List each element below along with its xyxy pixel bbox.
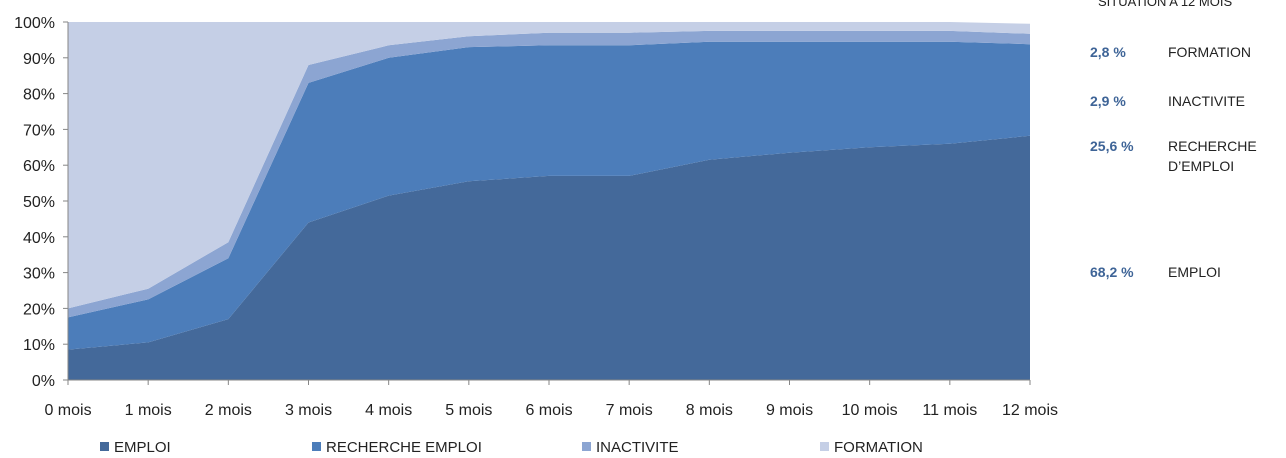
chart-legend: EMPLOI RECHERCHE EMPLOI INACTIVITE FORMATIO… (100, 439, 923, 456)
y-tick-label: 50% (23, 194, 55, 211)
legend-label: FORMATION (834, 439, 923, 456)
x-tick-label: 7 mois (606, 402, 653, 419)
situation-label: FORMATION (1168, 44, 1251, 60)
x-tick-label: 12 mois (1002, 402, 1058, 419)
situation-row-recherche: 25,6 % RECHERCHE D’EMPLOI (1090, 138, 1257, 174)
area-formation (68, 22, 1030, 309)
x-tick-label: 10 mois (842, 402, 898, 419)
situation-title: SITUATION A 12 MOIS (1098, 0, 1233, 9)
x-tick-label: 8 mois (686, 402, 733, 419)
legend-swatch (100, 442, 109, 451)
x-tick-label: 4 mois (365, 402, 412, 419)
x-tick-label: 6 mois (525, 402, 572, 419)
situation-label-line2: D’EMPLOI (1168, 158, 1235, 174)
situation-value: 68,2 % (1090, 264, 1134, 280)
y-axis-tick-labels: 0% 10% 20% 30% 40% 50% 60% 70% 80% 90% 100% (14, 15, 68, 390)
x-tick-label: 2 mois (205, 402, 252, 419)
situation-value: 2,8 % (1090, 44, 1126, 60)
situation-value: 25,6 % (1090, 138, 1134, 154)
legend-label: RECHERCHE EMPLOI (326, 439, 482, 456)
legend-swatch (582, 442, 591, 451)
x-axis-tick-labels: 0 mois 1 mois 2 mois 3 mois 4 mois 5 mois 6 mo… (44, 380, 1058, 419)
legend-label: EMPLOI (114, 439, 171, 456)
y-tick-label: 60% (23, 158, 55, 175)
y-tick-label: 30% (23, 266, 55, 283)
situation-label: RECHERCHE (1168, 138, 1257, 154)
y-tick-label: 80% (23, 87, 55, 104)
area-recherche-emploi (68, 41, 1030, 350)
legend-item-formation: FORMATION (820, 439, 923, 456)
area-emploi (68, 135, 1030, 380)
y-tick-label: 90% (23, 51, 55, 68)
situation-panel: SITUATION A 12 MOIS 2,8 % FORMATION 2,9 %… (1090, 0, 1286, 458)
y-tick-label: 20% (23, 301, 55, 318)
legend-item-recherche-emploi: RECHERCHE EMPLOI (312, 439, 482, 456)
y-tick-label: 40% (23, 230, 55, 247)
legend-label: INACTIVITE (596, 439, 679, 456)
x-tick-label: 0 mois (44, 402, 91, 419)
legend-swatch (312, 442, 321, 451)
x-tick-label: 3 mois (285, 402, 332, 419)
x-tick-label: 5 mois (445, 402, 492, 419)
y-tick-label: 100% (14, 15, 55, 32)
area-layers (68, 22, 1030, 380)
y-tick-label: 10% (23, 337, 55, 354)
y-tick-label: 70% (23, 122, 55, 139)
situation-label: INACTIVITE (1168, 93, 1246, 109)
x-tick-label: 9 mois (766, 402, 813, 419)
y-tick-label: 0% (32, 373, 55, 390)
situation-row-emploi: 68,2 % EMPLOI (1090, 264, 1221, 280)
legend-item-inactivite: INACTIVITE (582, 439, 679, 456)
area-inactivite (68, 30, 1030, 318)
situation-row-formation: 2,8 % FORMATION (1090, 44, 1251, 60)
situation-row-inactivite: 2,9 % INACTIVITE (1090, 93, 1245, 109)
x-tick-label: 11 mois (922, 402, 977, 419)
x-tick-label: 1 mois (125, 402, 172, 419)
situation-label: EMPLOI (1168, 264, 1221, 280)
situation-value: 2,9 % (1090, 93, 1126, 109)
legend-swatch (820, 442, 829, 451)
legend-item-emploi: EMPLOI (100, 439, 171, 456)
